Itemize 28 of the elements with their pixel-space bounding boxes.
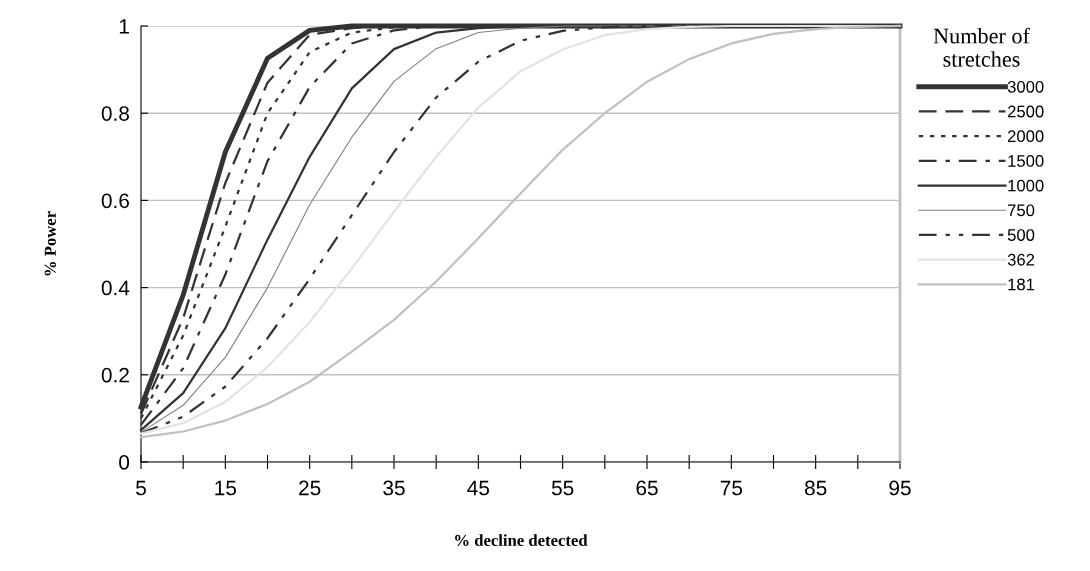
text: 750 — [1007, 204, 1035, 217]
x-tick-label: 65 — [636, 480, 658, 496]
y-tick-label: 0.4 — [101, 280, 130, 296]
x-tick-label: 95 — [889, 480, 911, 496]
x-tick-label: 85 — [804, 480, 827, 496]
text: 1000 — [1008, 179, 1044, 192]
text: 2500 — [1007, 105, 1044, 118]
y-tick-label: 0.6 — [101, 193, 129, 209]
text: 500 — [1007, 229, 1035, 241]
x-tick-label: 45 — [467, 480, 490, 496]
y-tick-label: 0.2 — [101, 367, 129, 383]
x-tick-label: 55 — [551, 480, 574, 496]
x-tick-label: 15 — [215, 480, 237, 496]
text: 362 — [1007, 253, 1035, 266]
x-axis-title: % decline detected — [455, 534, 588, 546]
text: 2000 — [1007, 130, 1044, 143]
text: 3000 — [1007, 80, 1044, 93]
x-tick-label: 35 — [383, 480, 405, 496]
legend-title: Number of stretches — [933, 27, 1030, 67]
y-tick-label: 0.8 — [101, 106, 129, 121]
x-tick-label: 25 — [299, 480, 321, 496]
text: 181 — [1008, 278, 1035, 291]
text: 1500 — [1008, 155, 1044, 167]
y-axis-title: % Power — [44, 211, 56, 276]
y-tick-label: 0 — [119, 455, 130, 470]
x-tick-label: 5 — [136, 480, 146, 496]
x-tick-label: 75 — [720, 480, 743, 496]
y-tick-label: 1 — [119, 19, 129, 34]
